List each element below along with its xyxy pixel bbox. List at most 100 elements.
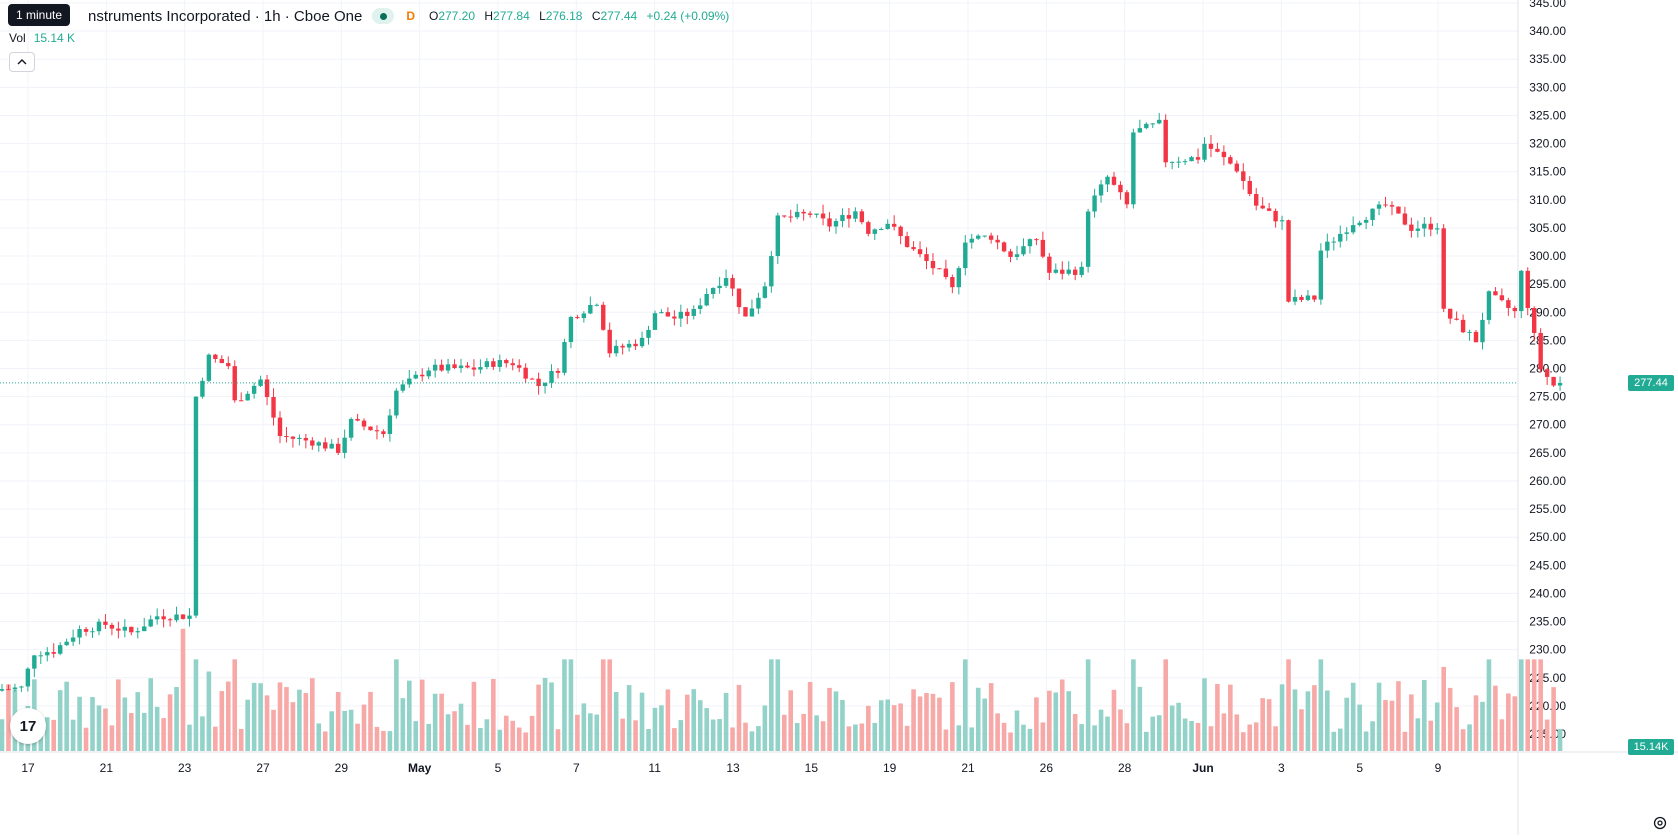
x-tick-label: 28 bbox=[1118, 761, 1132, 775]
legend: nstruments Incorporated · 1h · Cboe One … bbox=[8, 6, 735, 26]
volume-bar bbox=[123, 697, 128, 751]
close-label: C bbox=[592, 9, 601, 23]
volume-bar bbox=[1079, 724, 1084, 751]
candle-body bbox=[1222, 152, 1226, 157]
candle-body bbox=[297, 438, 301, 439]
volume-bar bbox=[207, 672, 212, 751]
volume-bar bbox=[232, 659, 237, 751]
volume-bar bbox=[517, 728, 522, 751]
volume-bar bbox=[245, 700, 250, 751]
volume-bar bbox=[1396, 681, 1401, 751]
volume-bar bbox=[1519, 659, 1524, 751]
candle-body bbox=[1034, 239, 1038, 240]
volume-bar bbox=[1157, 715, 1162, 751]
candle-body bbox=[323, 442, 327, 448]
candle-body bbox=[931, 261, 935, 268]
x-tick-label: 26 bbox=[1040, 761, 1054, 775]
candle-body bbox=[433, 365, 437, 371]
volume-bar bbox=[737, 685, 742, 751]
collapse-button[interactable] bbox=[9, 52, 35, 72]
y-tick-label: 335.00 bbox=[1529, 52, 1566, 66]
volume-bar bbox=[1487, 659, 1492, 751]
volume-bar bbox=[549, 682, 554, 751]
x-tick-label: 13 bbox=[726, 761, 740, 775]
candle-body bbox=[892, 224, 896, 227]
volume-bar bbox=[666, 689, 671, 751]
volume-bar bbox=[1183, 719, 1188, 751]
volume-bar bbox=[905, 726, 910, 751]
candle-body bbox=[1280, 220, 1284, 221]
candle-body bbox=[750, 308, 754, 316]
candle-body bbox=[439, 365, 443, 371]
candle-body bbox=[1493, 291, 1497, 295]
candle-body bbox=[168, 619, 172, 620]
volume-bar bbox=[1092, 725, 1097, 751]
candle-body bbox=[452, 364, 456, 368]
y-tick-label: 235.00 bbox=[1529, 615, 1566, 629]
volume-bar bbox=[879, 700, 884, 751]
candle-body bbox=[898, 227, 902, 236]
candle-body bbox=[853, 211, 857, 218]
volume-bar bbox=[691, 689, 696, 751]
candle-body bbox=[1189, 157, 1193, 161]
volume-bar bbox=[375, 727, 380, 751]
candle-body bbox=[1125, 192, 1129, 204]
volume-bar bbox=[963, 659, 968, 751]
volume-bar bbox=[381, 731, 386, 751]
volume-bar bbox=[220, 691, 225, 751]
volume-bar bbox=[1467, 724, 1472, 751]
volume-bar bbox=[1428, 721, 1433, 751]
volume-bar bbox=[1066, 691, 1071, 751]
volume-bar bbox=[1338, 729, 1343, 751]
candle-body bbox=[653, 313, 657, 330]
volume-bar bbox=[265, 695, 270, 751]
volume-bar bbox=[1312, 685, 1317, 751]
volume-bar bbox=[1299, 709, 1304, 751]
volume-axis-tag: 15.14K bbox=[1628, 739, 1674, 755]
volume-bar bbox=[1545, 720, 1550, 751]
candle-body bbox=[368, 427, 372, 431]
candle-body bbox=[517, 365, 521, 368]
volume-bar bbox=[633, 720, 638, 751]
volume-bar bbox=[1099, 710, 1104, 751]
candle-body bbox=[679, 312, 683, 319]
volume-bar bbox=[284, 687, 289, 751]
volume-bar bbox=[750, 731, 755, 751]
volume-bar bbox=[135, 692, 140, 751]
volume-bar bbox=[640, 693, 645, 751]
candle-body bbox=[743, 307, 747, 316]
volume-bar bbox=[1260, 698, 1265, 751]
y-tick-label: 295.00 bbox=[1529, 277, 1566, 291]
candle-body bbox=[1383, 204, 1387, 205]
candle-body bbox=[317, 442, 321, 445]
high-label: H bbox=[484, 9, 493, 23]
x-tick-label: 27 bbox=[256, 761, 270, 775]
candle-body bbox=[1319, 251, 1323, 300]
candle-body bbox=[692, 309, 696, 316]
candle-body bbox=[0, 689, 4, 691]
candle-body bbox=[1015, 254, 1019, 257]
volume-bar bbox=[1286, 659, 1291, 751]
candle-body bbox=[1099, 184, 1103, 195]
symbol-title[interactable]: nstruments Incorporated · 1h · Cboe One bbox=[88, 8, 362, 25]
volume-bar bbox=[821, 721, 826, 751]
gear-icon[interactable] bbox=[1652, 815, 1668, 831]
volume-bar bbox=[1500, 719, 1505, 751]
candle-body bbox=[1416, 229, 1420, 231]
volume-bar bbox=[1538, 659, 1543, 751]
candle-body bbox=[808, 213, 812, 214]
volume-bar bbox=[1125, 723, 1130, 751]
volume-bar bbox=[1416, 718, 1421, 751]
candle-body bbox=[582, 313, 586, 318]
candle-body bbox=[814, 214, 818, 215]
x-tick-label: 9 bbox=[1435, 761, 1442, 775]
tradingview-logo-icon[interactable]: 17 bbox=[10, 708, 46, 744]
market-badge[interactable]: D bbox=[406, 9, 415, 23]
candle-body bbox=[982, 236, 986, 237]
candle-body bbox=[291, 437, 295, 439]
volume-bar bbox=[116, 679, 121, 751]
market-status-icon[interactable] bbox=[372, 8, 394, 24]
volume-bar bbox=[1448, 688, 1453, 751]
